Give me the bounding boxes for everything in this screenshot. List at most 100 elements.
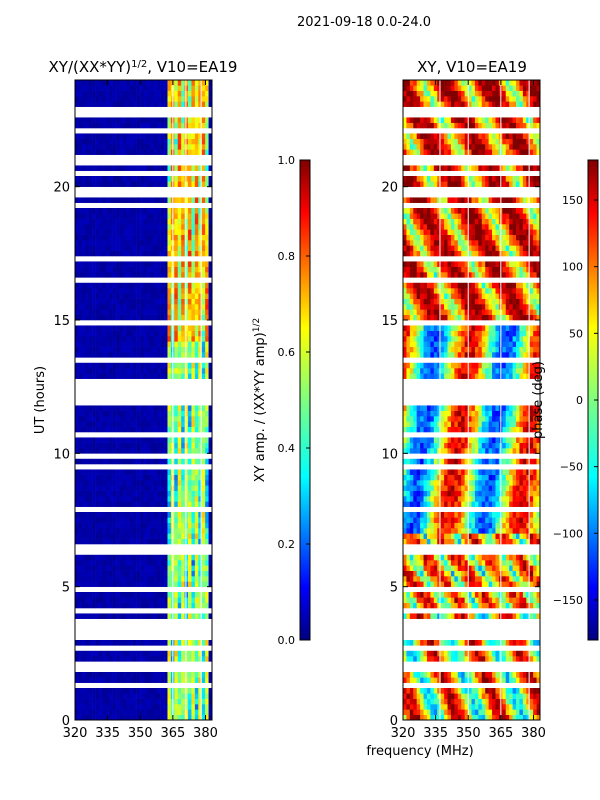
heatmap-cell [444, 613, 448, 619]
heatmap-cell [81, 533, 86, 539]
heatmap-cell [522, 480, 527, 486]
heatmap-cell [533, 517, 537, 523]
heatmap-cell [205, 101, 209, 107]
heatmap-cell [478, 474, 483, 481]
heatmap-cell [75, 272, 79, 278]
heatmap-cell [433, 458, 438, 465]
heatmap-cell [440, 704, 445, 710]
heatmap-cell [143, 234, 148, 241]
heatmap-cell [522, 485, 527, 491]
heatmap-cell [95, 709, 100, 715]
heatmap-cell [146, 693, 151, 699]
heatmap-cell [191, 416, 196, 422]
heatmap-cell [136, 117, 141, 123]
heatmap-cell [119, 218, 124, 225]
heatmap-cell [205, 480, 209, 486]
heatmap-cell [198, 261, 203, 267]
heatmap-cell [492, 485, 496, 491]
heatmap-cell [146, 362, 151, 369]
heatmap-cell [188, 341, 192, 347]
heatmap-cell [95, 426, 100, 433]
heatmap-cell [109, 250, 113, 257]
heatmap-cell [512, 522, 517, 529]
heatmap-cell [95, 101, 100, 107]
heatmap-cell [164, 144, 168, 150]
heatmap-cell [112, 512, 117, 518]
heatmap-cell [188, 528, 192, 534]
heatmap-cell [164, 304, 168, 310]
heatmap-cell [188, 272, 192, 278]
heatmap-cell [177, 709, 182, 715]
heatmap-cell [488, 469, 493, 475]
heatmap-cell [167, 325, 172, 331]
heatmap-cell [430, 458, 435, 465]
heatmap-cell [136, 261, 141, 267]
heatmap-cell [126, 314, 131, 321]
heatmap-cell [205, 90, 209, 97]
heatmap-cell [184, 250, 189, 257]
heatmap-cell [188, 330, 192, 337]
heatmap-cell [420, 709, 424, 715]
heatmap-cell [133, 416, 137, 422]
heatmap-cell [474, 704, 479, 710]
heatmap-cell [167, 656, 172, 662]
heatmap-cell [181, 293, 185, 299]
heatmap-cell [136, 405, 141, 411]
heatmap-cell [471, 640, 476, 646]
heatmap-cell [143, 304, 148, 310]
heatmap-cell [205, 250, 209, 257]
heatmap-cell [102, 117, 107, 123]
heatmap-cell [492, 576, 496, 582]
heatmap-cell [471, 512, 476, 518]
heatmap-cell [205, 693, 209, 699]
heatmap-cell [98, 176, 103, 182]
heatmap-cell [167, 138, 172, 145]
heatmap-cell [174, 208, 179, 214]
heatmap-cell [160, 677, 165, 683]
heatmap-cell [471, 501, 476, 507]
heatmap-cell [403, 485, 407, 491]
heatmap-cell [184, 373, 189, 379]
heatmap-cell [136, 677, 141, 683]
heatmap-cell [174, 592, 179, 598]
heatmap-cell [167, 448, 172, 454]
heatmap-cell [153, 538, 158, 545]
heatmap-cell [78, 362, 83, 369]
heatmap-cell [88, 288, 93, 294]
heatmap-cell [430, 469, 435, 475]
heatmap-cell [75, 485, 79, 491]
heatmap-cell [129, 352, 134, 358]
heatmap-cell [146, 602, 151, 609]
heatmap-cell [516, 709, 520, 715]
heatmap-cell [109, 176, 113, 182]
heatmap-cell [126, 474, 131, 481]
heatmap-cell [136, 554, 141, 561]
heatmap-cell [140, 698, 144, 705]
heatmap-cell [92, 437, 96, 443]
heatmap-cell [184, 640, 189, 646]
heatmap-cell [485, 554, 489, 561]
heatmap-cell [136, 698, 141, 705]
heatmap-cell [109, 576, 113, 582]
heatmap-cell [164, 133, 168, 139]
heatmap-cell [495, 576, 500, 582]
heatmap-cell [492, 714, 496, 721]
heatmap-cell [105, 165, 110, 171]
heatmap-cell [208, 709, 213, 715]
heatmap-cell [92, 325, 96, 331]
heatmap-cell [533, 485, 537, 491]
heatmap-cell [181, 416, 185, 422]
heatmap-cell [129, 181, 134, 187]
heatmap-cell [454, 714, 459, 721]
heatmap-cell [198, 352, 203, 358]
heatmap-cell [157, 261, 161, 267]
heatmap-cell [98, 165, 103, 171]
heatmap-cell [420, 650, 424, 657]
heatmap-cell [181, 282, 185, 289]
heatmap-cell [133, 592, 137, 598]
heatmap-cell [126, 229, 131, 235]
heatmap-cell [437, 490, 441, 497]
heatmap-cell [205, 325, 209, 331]
heatmap-cell [454, 458, 459, 465]
heatmap-cell [140, 240, 144, 246]
